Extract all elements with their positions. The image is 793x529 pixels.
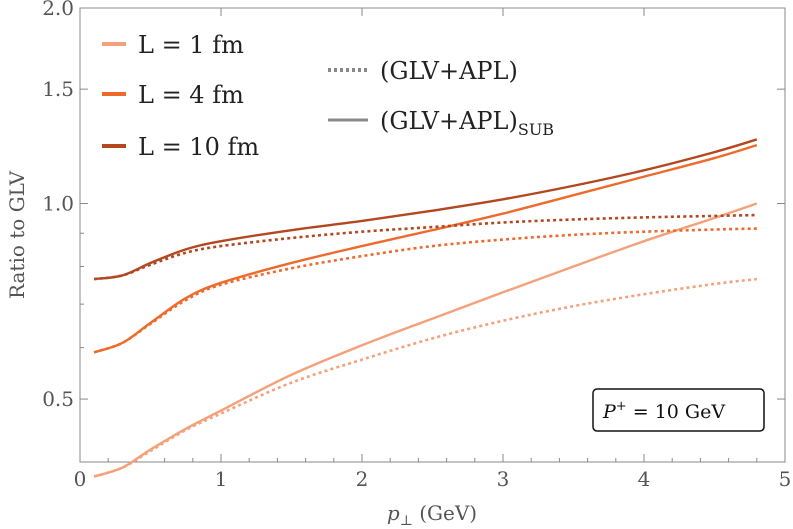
annotation-text: P+ = 10 GeV [602, 399, 725, 423]
annotation-box [592, 388, 765, 432]
legend-label-l10: L = 10 fm [138, 133, 259, 161]
x-axis-title: p⊥ (GeV) [387, 501, 477, 529]
y-tick-label: 1.0 [42, 192, 74, 216]
legend-label-subtracted: (GLV+APL)SUB [380, 107, 554, 139]
x-axis-symbol: p [387, 501, 400, 525]
legend-styles: (GLV+APL) (GLV+APL)SUB [328, 57, 554, 139]
legend-lengths: L = 1 fm L = 4 fm L = 10 fm [102, 31, 259, 161]
series-line-l-4-fm-glv-apl-sub [93, 143, 758, 354]
annotation-value: = 10 GeV [627, 401, 726, 423]
series-lines [93, 138, 758, 478]
axis-ticks: 0 1 2 3 4 5 0.5 1.0 1.5 2.0 [42, 0, 791, 491]
x-tick-label: 1 [215, 467, 228, 491]
annotation-sup: + [616, 399, 627, 414]
legend-label-subtracted-sub: SUB [518, 120, 554, 139]
legend-label-unsubtracted: (GLV+APL) [380, 57, 518, 85]
x-tick-label: 4 [638, 467, 651, 491]
x-tick-label: 3 [497, 467, 510, 491]
x-axis-subscript: ⊥ [400, 513, 413, 529]
x-tick-label: 5 [779, 467, 792, 491]
x-tick-label: 2 [356, 467, 369, 491]
legend-label-l1: L = 1 fm [138, 31, 244, 59]
legend-label-l4: L = 4 fm [138, 81, 244, 109]
legend-label-subtracted-main: (GLV+APL) [380, 107, 518, 135]
y-axis-title: Ratio to GLV [5, 170, 29, 299]
y-tick-label: 1.5 [42, 77, 74, 101]
annotation-symbol: P [602, 401, 617, 423]
x-axis-unit: (GeV) [413, 501, 477, 525]
y-tick-label: 2.0 [42, 0, 74, 20]
series-line-l-1-fm-glv-apl [93, 277, 757, 478]
x-tick-label: 0 [74, 467, 87, 491]
series-line-l-4-fm-glv-apl [93, 227, 757, 354]
plot-frame [79, 7, 786, 463]
series-line-l-10-fm-glv-apl-sub [93, 138, 758, 281]
energy-annotation: P+ = 10 GeV [592, 388, 765, 432]
y-tick-label: 0.5 [42, 387, 74, 411]
